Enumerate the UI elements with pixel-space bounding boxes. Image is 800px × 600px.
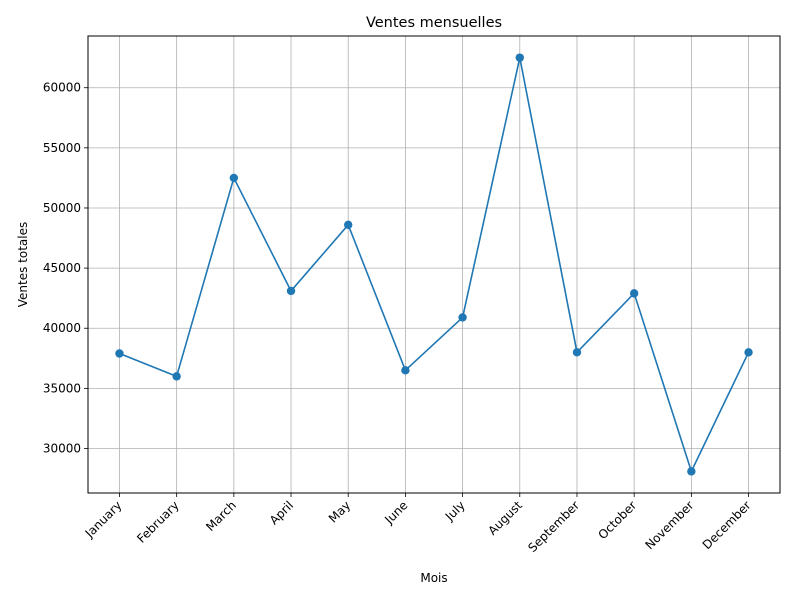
- data-point-february: [172, 372, 181, 381]
- chart-title: Ventes mensuelles: [366, 15, 502, 31]
- data-point-september: [572, 348, 582, 357]
- data-point-december: [744, 348, 753, 357]
- y-tick-label: 45000: [43, 261, 81, 275]
- series-line: [119, 56, 750, 473]
- y-tick-label: 40000: [43, 321, 81, 335]
- y-tick-label: 55000: [43, 141, 81, 155]
- series-layer: [115, 53, 753, 476]
- plot-frame: [87, 35, 781, 494]
- data-point-october: [629, 289, 639, 298]
- data-point-november: [687, 467, 696, 476]
- data-point-june: [401, 366, 410, 375]
- data-point-may: [344, 220, 353, 230]
- y-tick-label: 50000: [43, 201, 81, 215]
- y-tick-label: 30000: [43, 442, 81, 456]
- y-axis-label: Ventes totales: [16, 222, 30, 308]
- data-point-january: [115, 349, 124, 358]
- data-point-march: [229, 173, 239, 183]
- y-tick-label: 60000: [43, 81, 81, 95]
- data-point-july: [458, 313, 467, 322]
- data-point-august: [515, 53, 524, 62]
- x-axis-label: Mois: [420, 571, 447, 585]
- grid: [88, 36, 780, 493]
- data-point-april: [286, 286, 296, 296]
- y-tick-label: 35000: [43, 381, 81, 395]
